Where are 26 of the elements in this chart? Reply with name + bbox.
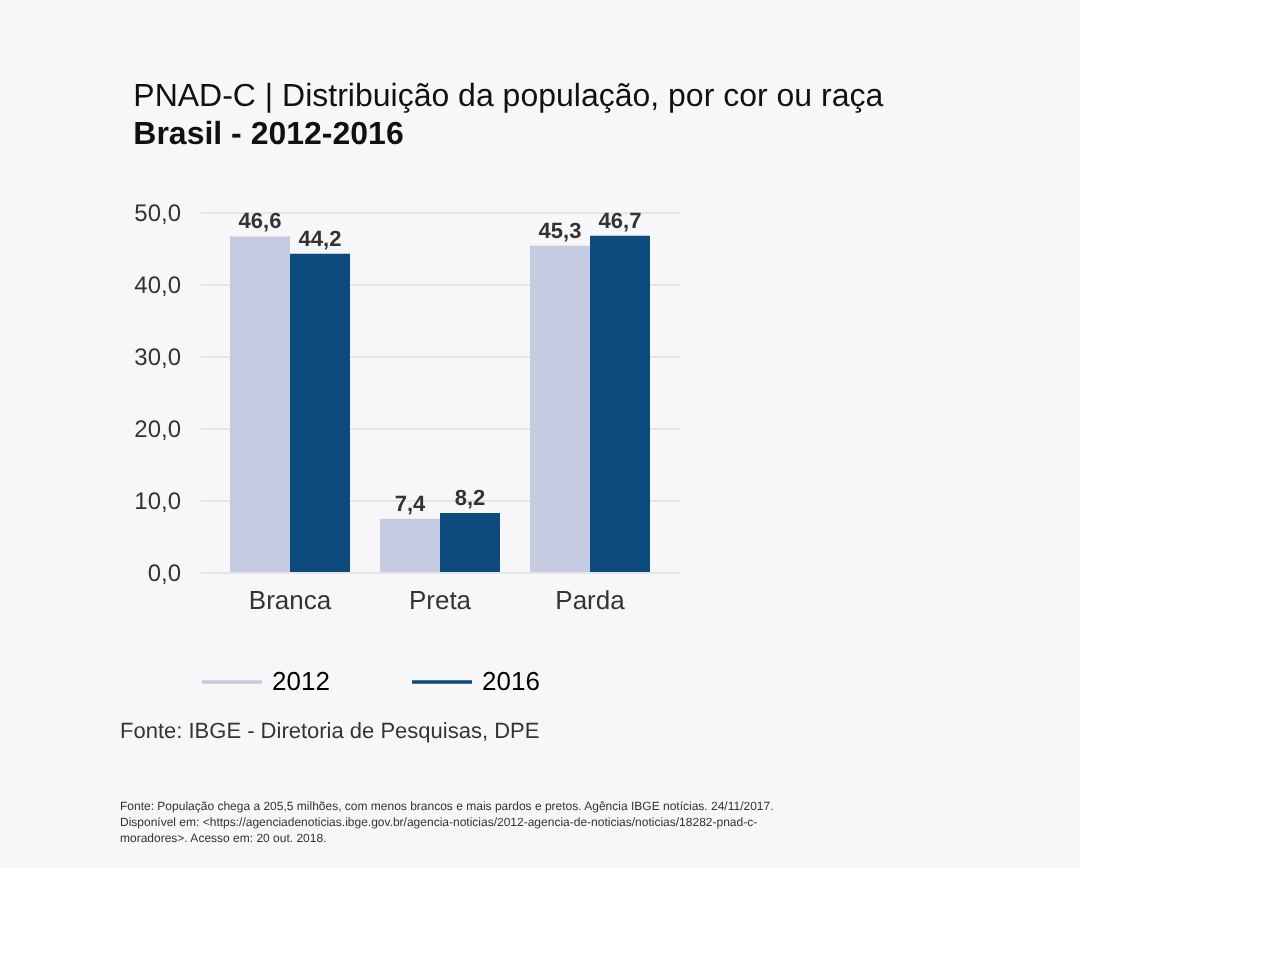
y-tick-label: 50,0 — [134, 199, 182, 227]
bar — [440, 512, 500, 572]
y-tick-label: 30,0 — [134, 343, 182, 371]
source-note: Fonte: IBGE - Diretoria de Pesquisas, DPE — [120, 720, 540, 744]
y-tick-label: 20,0 — [134, 415, 182, 443]
text: 46,6 — [238, 210, 282, 235]
y-tick-label: 0,0 — [147, 559, 182, 587]
bar — [530, 245, 590, 572]
chart-subtitle: Brasil - 2012-2016 — [133, 118, 404, 152]
text: 45,3 — [538, 219, 582, 244]
bar — [230, 236, 290, 572]
bar — [290, 253, 350, 572]
bar — [380, 518, 440, 572]
x-tick-label: Preta — [408, 585, 473, 615]
legend-label: 2016 — [482, 666, 540, 696]
x-tick-label: Parda — [555, 585, 627, 615]
y-tick-label: 40,0 — [134, 271, 182, 299]
legend-label: 2012 — [272, 666, 330, 696]
text: 8,2 — [454, 486, 486, 511]
text: 44,2 — [298, 227, 342, 252]
bar — [590, 235, 650, 572]
x-tick-label: Branca — [248, 585, 333, 615]
text: 46,7 — [598, 209, 642, 234]
chart-title: PNAD-C | Distribuição da população, por cor ou raça — [133, 80, 884, 114]
y-tick-label: 10,0 — [134, 487, 182, 515]
text: 7,4 — [394, 492, 426, 517]
